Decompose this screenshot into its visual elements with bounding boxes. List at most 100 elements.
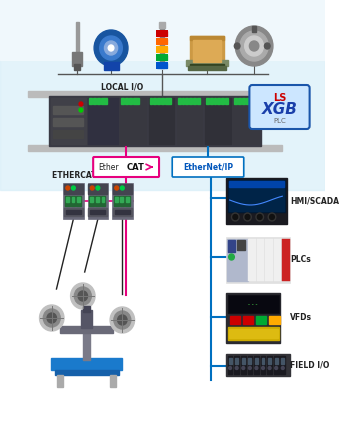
Circle shape [262, 367, 265, 370]
Bar [248, 239, 256, 281]
Circle shape [229, 254, 234, 260]
Bar [265, 239, 273, 281]
Bar [190, 36, 224, 62]
Circle shape [255, 367, 258, 370]
Bar [225, 98, 228, 104]
Circle shape [265, 43, 270, 49]
Bar [161, 98, 164, 104]
Bar [83, 330, 90, 360]
FancyBboxPatch shape [172, 157, 244, 177]
Bar [53, 130, 83, 138]
Circle shape [257, 215, 262, 219]
Text: PLC: PLC [273, 118, 286, 124]
Bar [96, 197, 99, 202]
Circle shape [71, 283, 95, 309]
Bar [252, 26, 256, 32]
Bar [269, 316, 279, 324]
Circle shape [270, 215, 274, 219]
Bar [115, 210, 130, 214]
Bar [157, 63, 167, 68]
Bar [102, 197, 105, 202]
Bar [88, 184, 107, 194]
Bar [243, 316, 253, 324]
Bar [55, 370, 119, 375]
Circle shape [234, 43, 240, 49]
Bar [168, 98, 171, 104]
Bar [254, 356, 259, 374]
Bar [156, 46, 168, 53]
Bar [112, 183, 133, 219]
Bar [74, 64, 80, 70]
Text: HMI/SCADA: HMI/SCADA [290, 197, 339, 206]
Text: Ether: Ether [98, 163, 119, 172]
Circle shape [229, 367, 231, 370]
Bar [150, 98, 152, 104]
Circle shape [90, 186, 94, 190]
Bar [157, 98, 160, 104]
Bar [178, 98, 181, 104]
Circle shape [235, 367, 238, 370]
Bar [229, 181, 284, 211]
Bar [226, 293, 280, 343]
Circle shape [78, 291, 88, 301]
Bar [188, 66, 226, 70]
Circle shape [115, 186, 119, 190]
Bar [28, 145, 282, 151]
Bar [159, 22, 165, 28]
Circle shape [248, 367, 251, 370]
Bar [101, 98, 104, 104]
Circle shape [36, 301, 68, 335]
Bar [206, 98, 209, 104]
Bar [65, 196, 70, 206]
Bar [113, 184, 132, 194]
Bar [154, 98, 156, 104]
Bar [256, 316, 266, 324]
Bar [261, 356, 265, 374]
Text: EtherNet/IP: EtherNet/IP [183, 163, 233, 172]
Bar [181, 98, 185, 104]
Circle shape [282, 367, 284, 370]
Bar [257, 239, 265, 281]
Bar [157, 39, 167, 44]
Circle shape [43, 309, 60, 327]
Bar [63, 183, 84, 219]
Bar [51, 358, 122, 370]
Bar [89, 98, 92, 104]
Bar [280, 356, 285, 374]
Bar [228, 295, 278, 313]
Bar [190, 64, 224, 67]
Bar [235, 358, 238, 364]
Circle shape [96, 186, 100, 190]
Bar [137, 98, 139, 104]
Bar [66, 197, 69, 202]
Bar [227, 239, 247, 281]
Bar [88, 208, 107, 216]
Bar [238, 98, 241, 104]
Circle shape [66, 186, 70, 190]
Circle shape [74, 287, 91, 305]
Bar [189, 98, 192, 104]
Bar [120, 98, 146, 144]
Bar [125, 98, 128, 104]
Bar [125, 196, 130, 206]
Bar [214, 98, 216, 104]
Bar [71, 196, 75, 206]
Bar [229, 329, 278, 338]
Bar [90, 197, 93, 202]
Bar [101, 196, 106, 206]
Bar [89, 196, 94, 206]
Bar [156, 62, 168, 69]
Text: - - -: - - - [248, 301, 258, 307]
Bar [160, 26, 164, 68]
Circle shape [256, 213, 264, 221]
Circle shape [108, 45, 114, 51]
Bar [76, 196, 81, 206]
Bar [228, 240, 235, 252]
Bar [217, 98, 220, 104]
Circle shape [233, 215, 238, 219]
Circle shape [71, 186, 75, 190]
Circle shape [268, 213, 276, 221]
Bar [156, 54, 168, 61]
Circle shape [268, 367, 271, 370]
Bar [64, 184, 83, 194]
